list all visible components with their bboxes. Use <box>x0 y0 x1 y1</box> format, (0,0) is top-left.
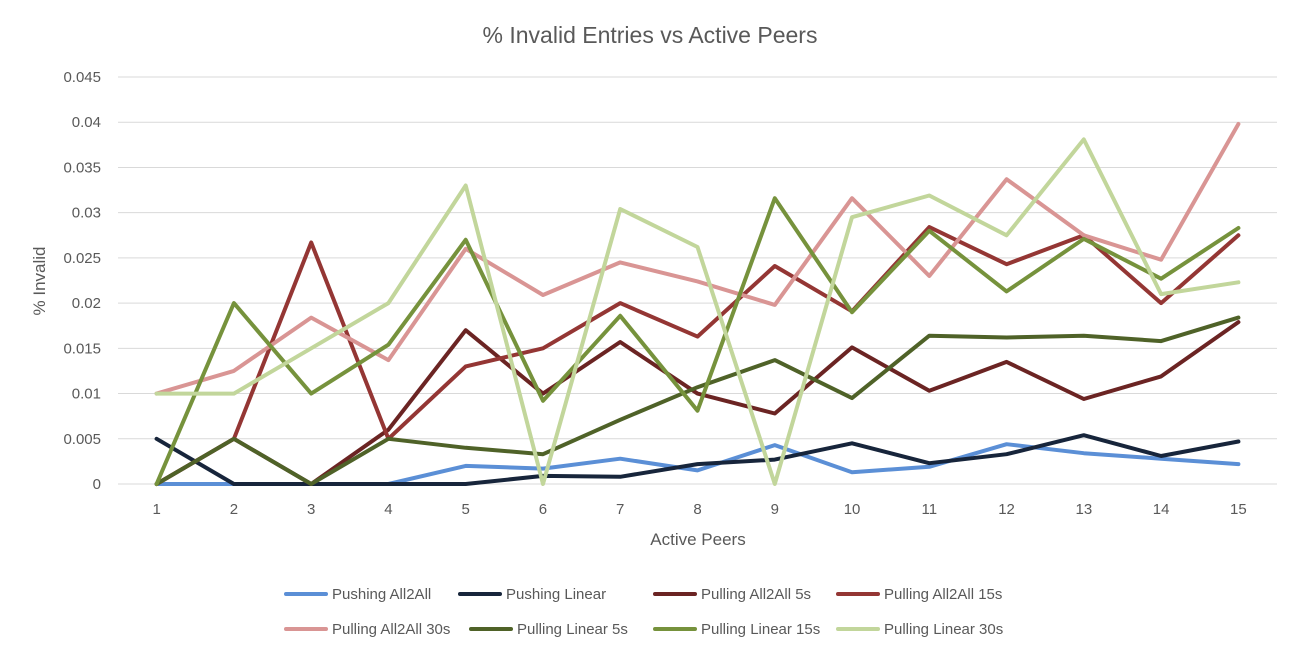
legend-label: Pulling Linear 30s <box>884 621 1003 638</box>
legend-label: Pulling Linear 5s <box>517 621 628 638</box>
series-line-2 <box>154 433 1241 486</box>
legend: Pushing All2All Pushing Linear Pulling All… <box>284 586 1003 638</box>
x-tick-label: 15 <box>1230 501 1247 518</box>
y-tick-label: 0.005 <box>63 431 101 448</box>
x-tick-label: 2 <box>230 501 238 518</box>
y-tick-label: 0 <box>93 476 101 493</box>
series-line-3 <box>154 320 1241 486</box>
x-tick-label: 14 <box>1153 501 1170 518</box>
y-axis-title: % Invalid <box>30 247 49 316</box>
y-tick-label: 0.01 <box>72 386 101 403</box>
x-tick-labels: 1 2 3 4 5 6 7 8 9 10 11 12 13 14 15 <box>152 501 1246 518</box>
x-tick-label: 9 <box>771 501 779 518</box>
x-tick-label: 6 <box>539 501 547 518</box>
x-tick-label: 1 <box>152 501 160 518</box>
y-tick-label: 0.025 <box>63 250 101 267</box>
y-tick-labels: 0 0.005 0.01 0.015 0.02 0.025 0.03 0.035 0.04 0.0… <box>63 69 101 493</box>
y-tick-label: 0.045 <box>63 69 101 86</box>
y-tick-label: 0.04 <box>72 114 101 131</box>
y-tick-label: 0.02 <box>72 295 101 312</box>
legend-label: Pulling All2All 15s <box>884 586 1002 603</box>
y-tick-label: 0.03 <box>72 205 101 222</box>
x-tick-label: 5 <box>462 501 470 518</box>
series-lines <box>154 122 1241 486</box>
x-axis-title: Active Peers <box>650 530 745 549</box>
series-line-6 <box>154 315 1241 486</box>
x-tick-label: 8 <box>693 501 701 518</box>
legend-label: Pushing Linear <box>506 586 606 603</box>
y-tick-label: 0.015 <box>63 340 101 357</box>
legend-label: Pulling Linear 15s <box>701 621 820 638</box>
y-tick-label: 0.035 <box>63 159 101 176</box>
x-tick-label: 12 <box>998 501 1015 518</box>
x-tick-label: 7 <box>616 501 624 518</box>
series-line-4 <box>154 225 1241 486</box>
x-tick-label: 11 <box>922 501 938 518</box>
legend-label: Pushing All2All <box>332 586 431 603</box>
x-tick-label: 4 <box>384 501 392 518</box>
x-tick-label: 3 <box>307 501 315 518</box>
x-tick-label: 10 <box>844 501 861 518</box>
series-line-8 <box>154 137 1241 486</box>
legend-label: Pulling All2All 5s <box>701 586 811 603</box>
chart-title: % Invalid Entries vs Active Peers <box>483 22 818 48</box>
series-line-7 <box>154 196 1241 486</box>
legend-label: Pulling All2All 30s <box>332 621 450 638</box>
x-tick-label: 13 <box>1075 501 1092 518</box>
